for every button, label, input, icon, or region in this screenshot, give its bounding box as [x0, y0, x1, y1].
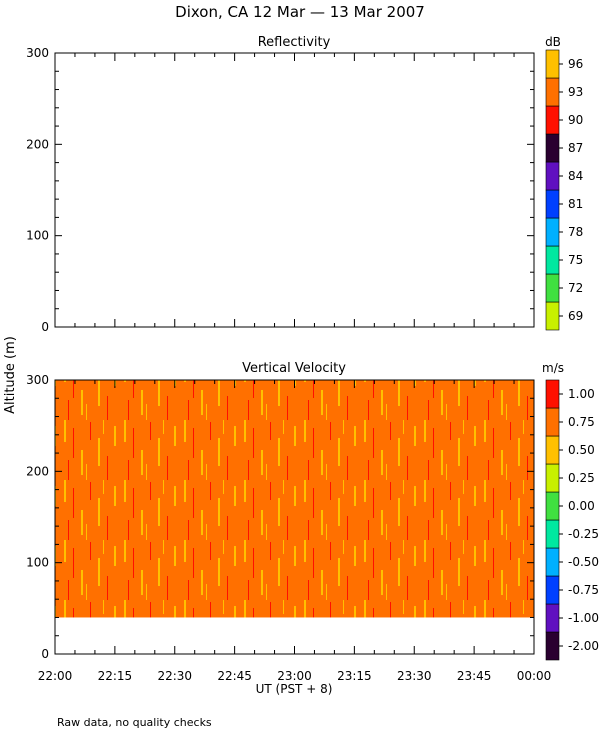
- colorbar-swatch: [545, 575, 560, 605]
- colorbar-label: 0.00: [568, 499, 595, 513]
- colorbar-swatch: [545, 547, 560, 577]
- y-tick-label: 0: [41, 320, 49, 334]
- colorbar-swatch: [545, 519, 560, 549]
- x-tick-label: 23:15: [337, 669, 372, 683]
- colorbar-swatch: [545, 407, 560, 437]
- colorbar-swatch: [545, 133, 560, 163]
- reflectivity-colorbar-unit: dB: [545, 35, 561, 49]
- colorbar-swatch: [545, 161, 560, 191]
- colorbar-label: -0.50: [568, 555, 599, 569]
- figure-title: Dixon, CA 12 Mar — 13 Mar 2007: [175, 3, 425, 21]
- y-tick-label: 300: [26, 46, 49, 60]
- colorbar-swatch: [545, 435, 560, 465]
- x-axis-label: UT (PST + 8): [256, 682, 333, 696]
- x-tick-label: 22:15: [98, 669, 133, 683]
- x-tick-label: 23:30: [397, 669, 432, 683]
- colorbar-swatch: [545, 77, 560, 107]
- colorbar-swatch: [545, 273, 560, 303]
- velocity-colorbar: -2.00 -1.00 -0.75 -0.50 -0.25 0.00 0.25 0.50 0.7…: [545, 379, 599, 661]
- colorbar-swatch: [545, 189, 560, 219]
- y-tick-label: 100: [26, 556, 49, 570]
- colorbar-label: 1.00: [568, 387, 595, 401]
- colorbar-swatch: [545, 105, 560, 135]
- x-tick-label: 23:00: [277, 669, 312, 683]
- x-tick-label: 22:00: [38, 669, 73, 683]
- colorbar-label: 81: [568, 197, 583, 211]
- colorbar-label: -2.00: [568, 639, 599, 653]
- colorbar-swatch: [545, 49, 560, 79]
- x-tick-label: 22:45: [217, 669, 252, 683]
- y-tick-label: 100: [26, 229, 49, 243]
- y-tick-label: 200: [26, 137, 49, 151]
- x-tick-label: 23:45: [457, 669, 492, 683]
- velocity-colorbar-unit: m/s: [542, 361, 564, 375]
- colorbar-swatch: [545, 603, 560, 633]
- colorbar-label: 78: [568, 225, 583, 239]
- x-tick-label: 22:30: [157, 669, 192, 683]
- colorbar-label: -0.25: [568, 527, 599, 541]
- colorbar-label: 0.50: [568, 443, 595, 457]
- y-tick-label: 300: [26, 373, 49, 387]
- colorbar-label: 0.25: [568, 471, 595, 485]
- colorbar-label: 72: [568, 281, 583, 295]
- reflectivity-title: Reflectivity: [258, 35, 331, 50]
- colorbar-swatch: [545, 463, 560, 493]
- reflectivity-panel: Reflectivity 0 100 200 300 dB 69 72 75 78 81 84 8…: [26, 35, 583, 334]
- y-tick-label: 200: [26, 464, 49, 478]
- footnote: Raw data, no quality checks: [57, 716, 212, 729]
- colorbar-label: 0.75: [568, 415, 595, 429]
- y-tick-label: 0: [41, 647, 49, 661]
- colorbar-label: 75: [568, 253, 583, 267]
- velocity-field: [55, 380, 534, 618]
- colorbar-label: 96: [568, 57, 583, 71]
- colorbar-swatch: [545, 217, 560, 247]
- colorbar-label: -0.75: [568, 583, 599, 597]
- velocity-panel: Vertical Velocity 0 100 200 300 22:00 22:15 22…: [26, 361, 599, 683]
- y-axis-label: Altitude (m): [3, 336, 18, 414]
- colorbar-label: 69: [568, 309, 583, 323]
- reflectivity-colorbar: 69 72 75 78 81 84 87 90 93 96: [545, 49, 583, 331]
- reflectivity-plot-area: [54, 52, 535, 328]
- reflectivity-ticks: 0 100 200 300: [26, 46, 535, 334]
- colorbar-swatch: [545, 631, 560, 661]
- colorbar-label: 84: [568, 169, 583, 183]
- velocity-title: Vertical Velocity: [242, 361, 346, 376]
- colorbar-swatch: [545, 301, 560, 331]
- colorbar-label: 90: [568, 113, 583, 127]
- colorbar-swatch: [545, 245, 560, 275]
- colorbar-swatch: [545, 491, 560, 521]
- velocity-ticks: 0 100 200 300 22:00 22:15 22:30 22:45 23:00 23:15…: [26, 373, 551, 683]
- colorbar-label: 93: [568, 85, 583, 99]
- colorbar-swatch: [545, 379, 560, 409]
- colorbar-label: -1.00: [568, 611, 599, 625]
- colorbar-label: 87: [568, 141, 583, 155]
- x-tick-label: 00:00: [517, 669, 552, 683]
